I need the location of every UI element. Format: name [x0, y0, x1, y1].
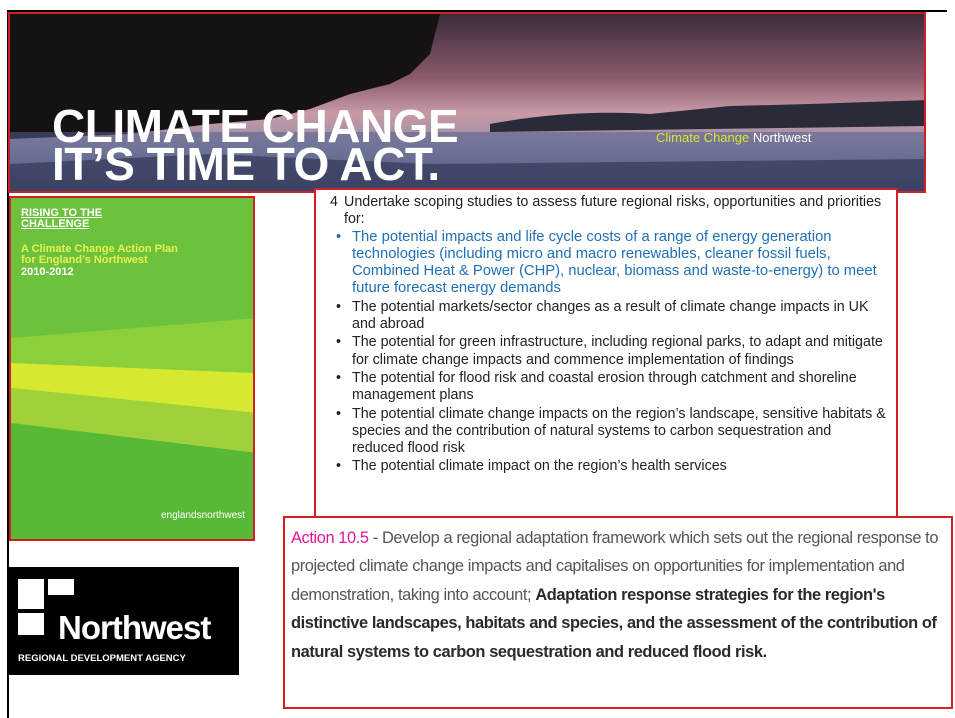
- cover-subtitle: for England’s Northwest: [21, 255, 148, 266]
- bullet-list: The potential impacts and life cycle cos…: [330, 229, 886, 476]
- report-cover: RISING TO THE CHALLENGE A Climate Change…: [9, 196, 255, 541]
- action-box: Action 10.5 - Develop a regional adaptat…: [283, 516, 953, 709]
- bullet-item: The potential for green infrastructure, …: [352, 334, 886, 369]
- bullet-item: The potential climate impact on the regi…: [352, 458, 886, 475]
- item-intro: Undertake scoping studies to assess futu…: [344, 194, 886, 229]
- cover-years: 2010-2012: [21, 267, 74, 278]
- item-number: 4: [330, 194, 344, 229]
- bullet-item: The potential impacts and life cycle cos…: [352, 229, 886, 298]
- logo-tagline: REGIONAL DEVELOPMENT AGENCY: [18, 653, 186, 664]
- bullet-item: The potential climate change impacts on …: [352, 406, 886, 458]
- bullet-item: The potential markets/sector changes as …: [352, 299, 886, 334]
- cover-heading: CHALLENGE: [21, 219, 89, 230]
- cover-footer: englandsnorthwest: [161, 510, 245, 521]
- brand-part: Climate Change: [656, 130, 749, 145]
- brand: Climate Change Northwest: [656, 130, 811, 145]
- logo: Northwest REGIONAL DEVELOPMENT AGENCY: [8, 567, 239, 675]
- action-bold: distinctive landscapes, habitats and spe…: [291, 614, 937, 660]
- page: CLIMATE CHANGE IT’S TIME TO ACT. Climate…: [0, 0, 955, 718]
- action-bold: Adaptation response strategies for the r…: [535, 586, 884, 604]
- logo-name: Northwest: [58, 609, 210, 647]
- action-label: Action 10.5: [291, 529, 369, 547]
- banner-title: IT’S TIME TO ACT.: [52, 142, 440, 186]
- bullet-item: The potential for flood risk and coastal…: [352, 370, 886, 405]
- banner: CLIMATE CHANGE IT’S TIME TO ACT. Climate…: [8, 12, 926, 193]
- brand-part: Northwest: [753, 130, 812, 145]
